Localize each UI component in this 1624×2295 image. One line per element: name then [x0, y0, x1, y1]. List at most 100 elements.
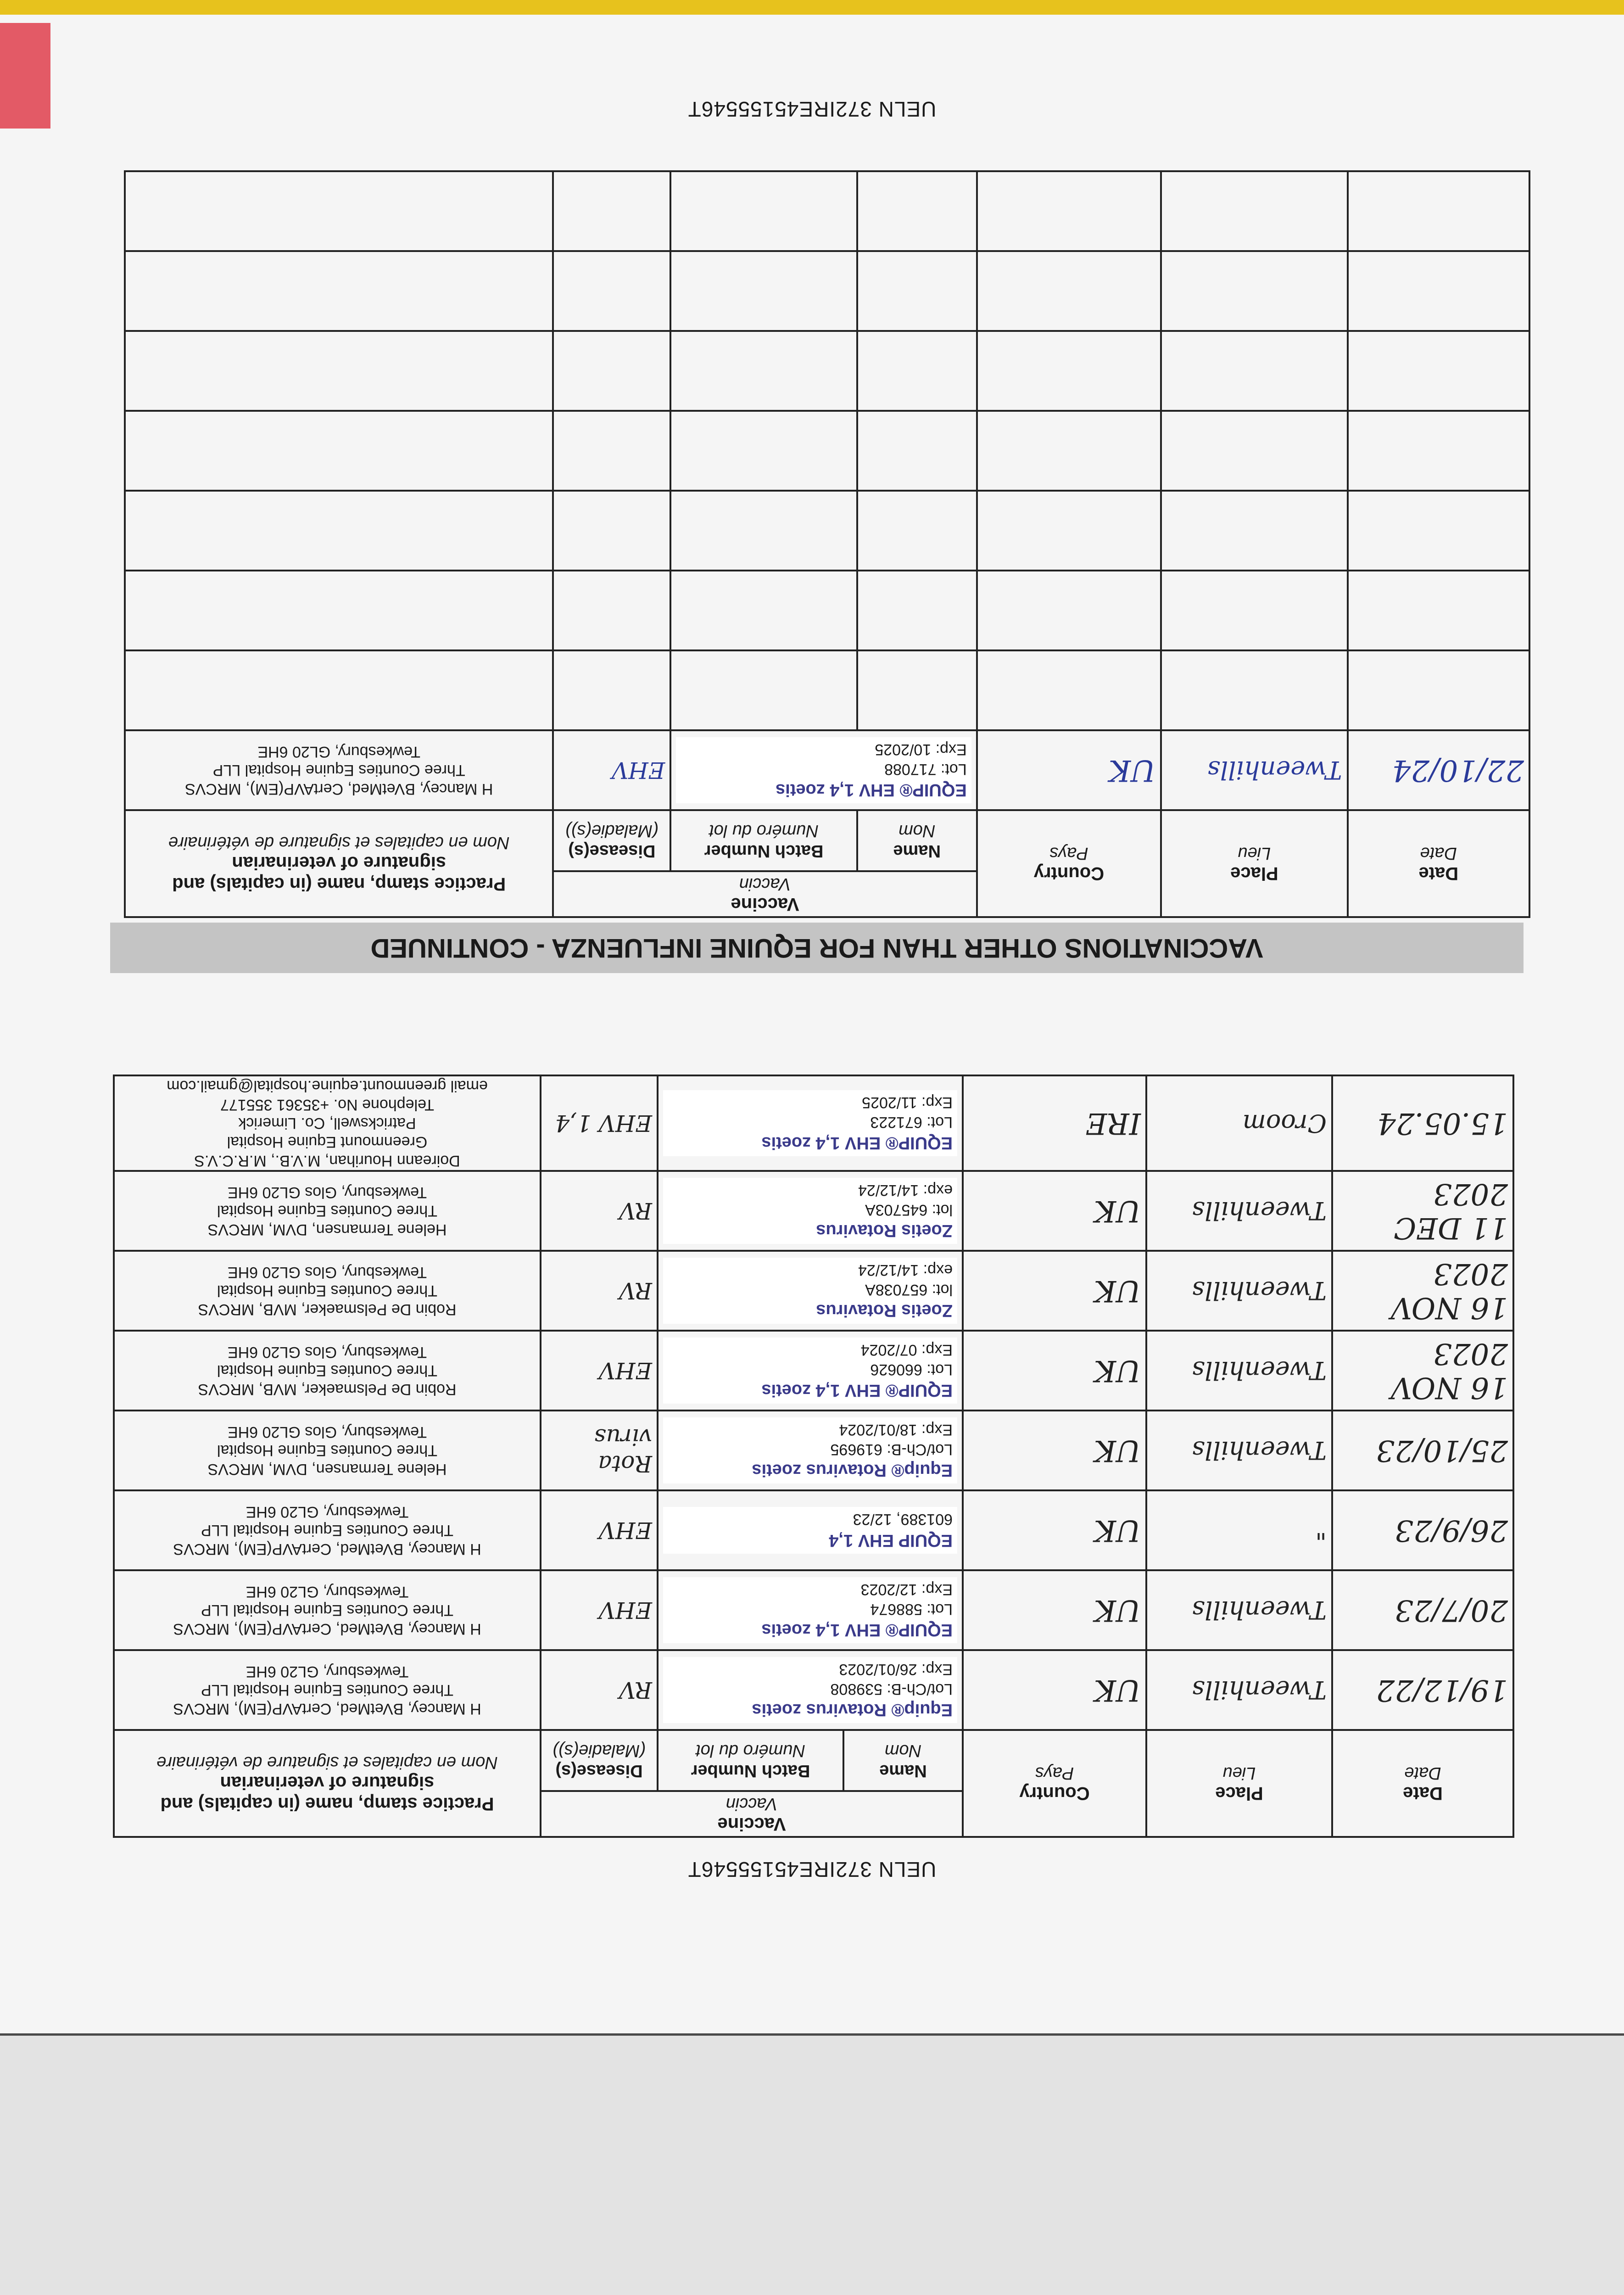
- batch-detail: Exp: 26/01/2023: [839, 1661, 953, 1679]
- header-row: Date Date Place Lieu Country Pays Vaccine Vacci…: [125, 810, 1529, 917]
- header-vaccine-label-fr: Vaccin: [725, 1794, 778, 1814]
- place-cell: Tweenhills: [1161, 730, 1348, 810]
- header-batch-number-label: Batch Number: [704, 841, 824, 861]
- date-value: 11 DEC 2023: [1394, 1177, 1508, 1245]
- country-cell: UK: [963, 1411, 1146, 1490]
- empty-cell: [977, 571, 1161, 650]
- place-value: Tweenhills: [1192, 1675, 1327, 1705]
- empty-cell: [1347, 571, 1529, 650]
- stamp-line: Three Counties Equine Hospital LLP: [201, 1601, 453, 1619]
- vaccine-sticker-cell: EQUIP® EHV 1,4 zoetis Lot: 660626 Exp: 07/…: [658, 1331, 963, 1411]
- disease-value: EHV: [612, 757, 665, 784]
- diseases-cell: EHV: [541, 1570, 658, 1650]
- diseases-cell: RV: [541, 1251, 658, 1331]
- empty-cell: [1347, 411, 1529, 491]
- stamp-line: H Mancey, BVetMed, CertAVP(EM), MRCVS: [173, 1620, 481, 1638]
- header-practice-stamp-label-fr: Nom en capitales et signature de vétérin…: [156, 1753, 498, 1773]
- batch-detail: Lot: 671223: [870, 1113, 953, 1131]
- country-cell: UK: [963, 1331, 1146, 1411]
- header-vaccine-label-fr: Vaccin: [739, 874, 791, 894]
- batch-detail: lot: 657038A: [865, 1281, 953, 1299]
- date-cell: 25/10/23: [1332, 1411, 1513, 1490]
- batch-detail: exp: 14/12/24: [858, 1261, 953, 1279]
- batch-detail: Exp: 11/2025: [862, 1094, 953, 1112]
- stamp-line: Tewkesbury, Glos GL20 6HE: [228, 1343, 427, 1361]
- place-cell: Tweenhills: [1146, 1570, 1332, 1650]
- disease-value: EHV: [598, 1357, 652, 1384]
- vaccine-sticker-cell: EQUIP® EHV 1,4 zoetis Lot: 671223 Exp: 11/…: [658, 1075, 963, 1171]
- batch-detail: Lot: 588674: [870, 1600, 953, 1618]
- date-value: 19/12/22: [1376, 1673, 1508, 1707]
- page-tab-marker: [0, 23, 50, 129]
- stamp-line: H Mancey, BVetMed, CertAVP(EM), MRCVS: [173, 1540, 481, 1558]
- table-row: 16 NOV 2023 Tweenhills UK EQUIP® EHV 1,4 zo…: [114, 1331, 1513, 1411]
- table-row: [125, 171, 1529, 251]
- header-country-label-fr: Pays: [1049, 844, 1088, 863]
- stamp-line: Greenmount Equine Hospital: [227, 1133, 428, 1151]
- header-place-label: Place: [1215, 1783, 1263, 1804]
- empty-cell: [553, 411, 671, 491]
- empty-cell: [1347, 331, 1529, 411]
- empty-cell: [857, 411, 977, 491]
- vaccine-name: Zoetis Rotavirus: [816, 1301, 953, 1321]
- header-vaccine-name-label: Name: [879, 1761, 927, 1781]
- date-value: 26/9/23: [1395, 1513, 1508, 1547]
- header-place-label-fr: Lieu: [1238, 844, 1271, 863]
- country-cell: UK: [977, 730, 1161, 810]
- empty-cell: [977, 331, 1161, 411]
- date-cell: 15.05.24: [1332, 1075, 1513, 1171]
- header-vaccine-name: Name Nom: [843, 1730, 963, 1791]
- empty-cell: [553, 491, 671, 571]
- header-diseases-label: Disease(s): [555, 1761, 643, 1781]
- empty-cell: [857, 171, 977, 251]
- empty-cell: [553, 571, 671, 650]
- date-cell: 26/9/23: [1332, 1490, 1513, 1570]
- empty-cell: [1161, 491, 1348, 571]
- vaccine-label-sticker: Equip® Rotavirus zoetis Lot/Ch-B: 539808 E…: [663, 1657, 957, 1724]
- practice-stamp-cell: H Mancey, BVetMed, CertAVP(EM), MRCVS Thr…: [114, 1490, 541, 1570]
- vaccine-sticker-cell: Equip® Rotavirus zoetis Lot/Ch-B: 539808 E…: [658, 1650, 963, 1730]
- empty-cell: [670, 411, 857, 491]
- stamp-line: Three Counties Equine Hospital LLP: [201, 1681, 453, 1699]
- country-value: UK: [1094, 1194, 1141, 1228]
- country-value: UK: [1094, 1513, 1141, 1547]
- ueln-number: UELN 372IRE45155546T: [687, 1858, 937, 1881]
- disease-value: RV: [619, 1198, 652, 1224]
- batch-detail: lot: 645703A: [865, 1201, 953, 1219]
- header-diseases-label-fr: (Maladie(s)): [565, 821, 659, 841]
- header-practice-stamp: Practice stamp, name (in capitals) and s…: [114, 1730, 541, 1837]
- stamp-line: H Mancey, BVetMed, CertAVP(EM), MRCVS: [185, 780, 493, 798]
- country-value: IRE: [1085, 1106, 1141, 1141]
- header-row: Date Date Place Lieu Country Pays Vaccine Vacci…: [114, 1730, 1513, 1837]
- country-cell: UK: [963, 1490, 1146, 1570]
- vaccine-sticker-cell: EQUIP® EHV 1,4 zoetis Lot: 717088 Exp: 10/…: [670, 730, 977, 810]
- practice-stamp-cell: H Mancey, BVetMed, CertAVP(EM), MRCVS Thr…: [114, 1650, 541, 1730]
- empty-cell: [125, 650, 553, 730]
- country-value: UK: [1094, 1354, 1141, 1388]
- header-batch-number-label: Batch Number: [691, 1761, 810, 1781]
- table-row: [125, 251, 1529, 331]
- header-place: Place Lieu: [1161, 810, 1348, 917]
- diseases-cell: EHV: [553, 730, 671, 810]
- empty-cell: [670, 171, 857, 251]
- empty-cell: [977, 650, 1161, 730]
- table-row: 16 NOV 2023 Tweenhills UK Zoetis Rotavirus l…: [114, 1251, 1513, 1331]
- table-row: 26/9/23 " UK EQUIP EHV 1,4 601389, 12/23 EHV H…: [114, 1490, 1513, 1570]
- empty-cell: [1347, 650, 1529, 730]
- header-batch-number-label-fr: Numéro du lot: [696, 1741, 805, 1761]
- vaccine-label-sticker: EQUIP EHV 1,4 601389, 12/23: [663, 1507, 957, 1554]
- date-cell: 19/12/22: [1332, 1650, 1513, 1730]
- batch-detail: Lot: 660626: [870, 1360, 953, 1378]
- stamp-line: Helene Termansen, DVM, MRCVS: [207, 1221, 447, 1239]
- header-vaccine-label: Vaccine: [717, 1814, 786, 1834]
- disease-value: RV: [619, 1277, 652, 1304]
- header-vaccine: Vaccine Vaccin: [541, 1791, 963, 1837]
- date-cell: 16 NOV 2023: [1332, 1251, 1513, 1331]
- disease-value: RV: [619, 1677, 652, 1703]
- place-value: Tweenhills: [1192, 1196, 1327, 1226]
- stamp-line: Tewkesbury, GL20 6HE: [246, 1583, 409, 1601]
- stamp-line: Telephone No. +35361 355177: [220, 1096, 435, 1114]
- empty-cell: [553, 171, 671, 251]
- header-vaccine: Vaccine Vaccin: [553, 871, 977, 917]
- stamp-line: Tewkesbury, Glos GL20 6HE: [228, 1423, 427, 1441]
